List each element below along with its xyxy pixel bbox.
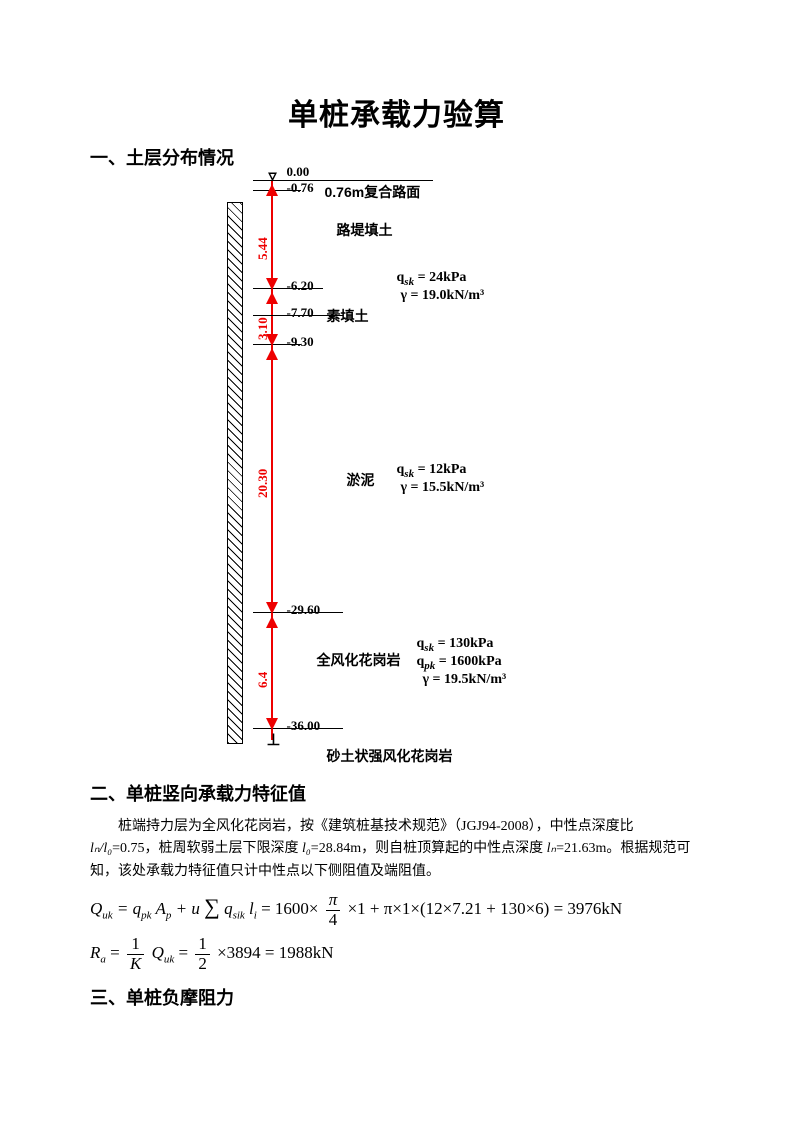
arrow-up-icon [266,184,278,196]
elev: -29.60 [287,602,321,618]
layer-name: 淤泥 [347,470,375,490]
layer-qsk: qsk = 12kPa [397,462,467,480]
section-2-body: 桩端持力层为全风化花岗岩，按《建筑桩基技术规范》（JGJ94-2008），中性点… [90,816,703,974]
layer-gamma: γ = 15.5kN/m³ [401,480,485,496]
layer-qpk: qpk = 1600kPa [417,654,502,672]
arrow-down-icon [266,602,278,614]
arrow-up-icon [266,292,278,304]
pile-toe-icon: ⊥ [267,730,281,750]
para-1: 桩端持力层为全风化花岗岩，按《建筑桩基技术规范》（JGJ94-2008），中性点… [90,816,703,883]
water-table-icon: ▿ [269,166,277,186]
soil-profile-figure: ▿ 0.00 0.76m复合路面 -0.76 -6.20 -7.70 -9.30… [217,180,577,770]
section-2-heading: 二、单桩竖向承载力特征值 [90,780,703,806]
layer-name: 全风化花岗岩 [317,650,401,670]
seg-len: 20.30 [255,469,271,498]
page: 单桩承载力验算 一、土层分布情况 ▿ 0.00 0.76m复合路面 -0.76 … [0,0,793,1122]
ground-line [253,180,433,181]
seg-len: 5.44 [255,237,271,260]
elev: -7.70 [287,305,314,321]
hatch-column [227,202,243,744]
section-3-heading: 三、单桩负摩阻力 [90,984,703,1010]
layer-name: 砂土状强风化花岗岩 [327,746,453,766]
seg-len: 3.10 [255,317,271,340]
arrow-down-icon [266,718,278,730]
layer-gamma: γ = 19.5kN/m³ [423,672,507,688]
layer-gamma: γ = 19.0kN/m³ [401,288,485,304]
equation-ra: Ra = 1K Quk = 12 ×3894 = 1988kN [90,935,703,973]
section-1-heading: 一、土层分布情况 [90,144,703,170]
layer-name: 路堤填土 [337,220,393,240]
arrow-down-icon [266,278,278,290]
arrow-up-icon [266,348,278,360]
layer-qsk: qsk = 130kPa [417,636,494,654]
arrow-up-icon [266,616,278,628]
elev: -6.20 [287,278,314,294]
page-title: 单桩承载力验算 [90,90,703,134]
elev: -36.00 [287,718,321,734]
equation-quk: Quk = qpk Ap + u ∑ qsik li = 1600× π4 ×1… [90,889,703,929]
elev-0: 0.00 [287,164,310,180]
elev: -0.76 [287,180,314,196]
seg-len: 6.4 [255,672,271,688]
elev: -9.30 [287,334,314,350]
layer-name: 素填土 [327,306,369,326]
layer-qsk: qsk = 24kPa [397,270,467,288]
pile-line [271,180,273,740]
top-layer-label: 0.76m复合路面 [325,182,421,202]
